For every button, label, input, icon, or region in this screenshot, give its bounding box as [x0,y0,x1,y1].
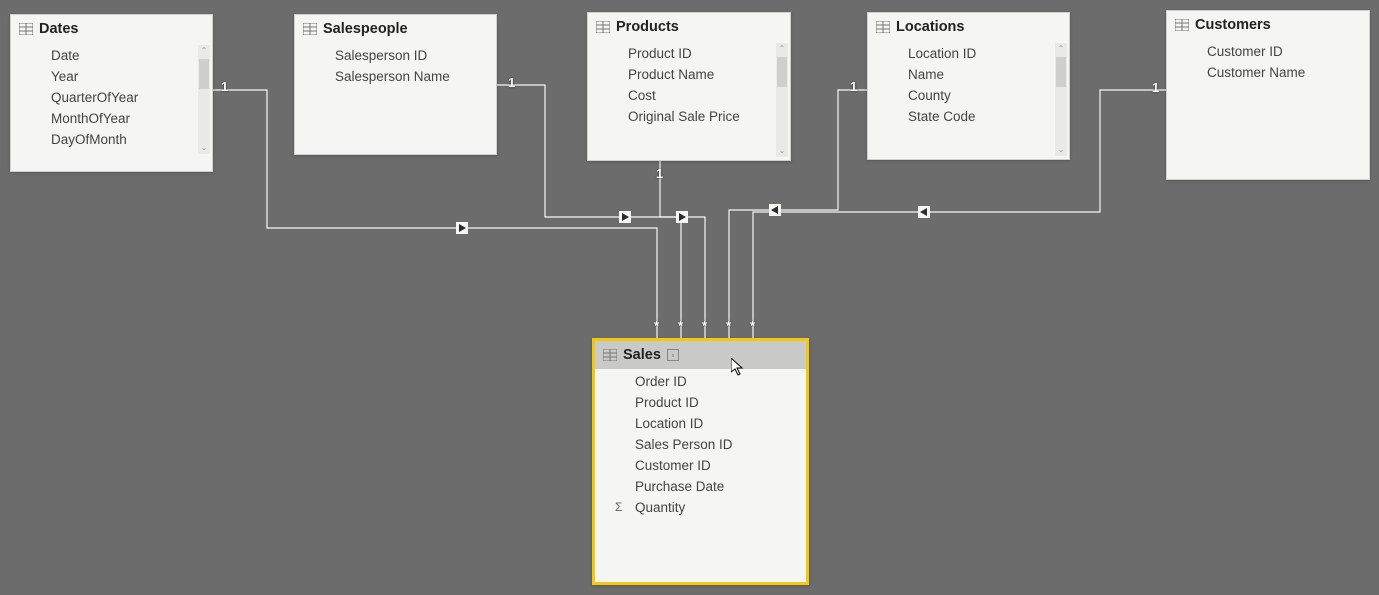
scroll-up-icon[interactable]: ⌃ [776,43,788,55]
table-customers[interactable]: Customers Customer ID Customer Name [1166,10,1370,180]
field[interactable]: Customer Name [1167,62,1369,83]
field[interactable]: Customer ID [595,455,806,476]
scrollbar[interactable]: ⌃ ⌄ [776,43,788,157]
field[interactable]: Year [11,66,212,87]
mouse-cursor-icon [731,358,747,378]
table-body-customers: Customer ID Customer Name [1167,39,1369,89]
table-icon [876,21,890,33]
field[interactable]: Location ID [868,43,1069,64]
cardinality-many-1: * [654,318,659,333]
cardinality-one-dates: 1 [221,79,228,94]
table-title: Sales [623,347,661,363]
scroll-down-icon[interactable]: ⌄ [1055,144,1067,156]
field[interactable]: Original Sale Price [588,106,790,127]
table-dates[interactable]: Dates Date Year QuarterOfYear MonthOfYea… [10,14,213,172]
scroll-thumb[interactable] [1056,57,1066,87]
table-salespeople[interactable]: Salespeople Salesperson ID Salesperson N… [294,14,497,155]
sigma-icon: Σ [615,500,622,514]
table-icon [603,349,617,361]
table-header-locations[interactable]: Locations [868,13,1069,41]
field[interactable]: DayOfMonth [11,129,212,150]
field[interactable]: Purchase Date [595,476,806,497]
cardinality-many-3: * [702,318,707,333]
field[interactable]: Salesperson ID [295,45,496,66]
table-body-salespeople: Salesperson ID Salesperson Name [295,43,496,93]
table-icon [19,23,33,35]
table-body-sales: Order ID Product ID Location ID Sales Pe… [595,369,806,524]
table-title: Dates [39,21,79,37]
table-title: Customers [1195,17,1271,33]
cardinality-one-salespeople: 1 [508,75,515,90]
field[interactable]: County [868,85,1069,106]
table-title: Locations [896,19,964,35]
collapse-icon[interactable]: ▫ [667,349,679,361]
table-products[interactable]: Products Product ID Product Name Cost Or… [587,12,791,161]
table-body-locations: Location ID Name County State Code ⌃ ⌄ [868,41,1069,158]
table-body-dates: Date Year QuarterOfYear MonthOfYear DayO… [11,43,212,156]
field-aggregate[interactable]: Σ Quantity [595,497,806,518]
field[interactable]: Cost [588,85,790,106]
table-sales[interactable]: Sales ▫ Order ID Product ID Location ID … [592,338,809,585]
scroll-thumb[interactable] [777,57,787,87]
field[interactable]: Sales Person ID [595,434,806,455]
cardinality-many-4: * [726,318,731,333]
table-header-salespeople[interactable]: Salespeople [295,15,496,43]
scroll-up-icon[interactable]: ⌃ [198,45,210,57]
scroll-down-icon[interactable]: ⌄ [198,142,210,154]
field-label: Quantity [635,500,685,515]
scrollbar[interactable]: ⌃ ⌄ [1055,43,1067,156]
table-icon [1175,19,1189,31]
field[interactable]: Product Name [588,64,790,85]
field[interactable]: Customer ID [1167,41,1369,62]
table-body-products: Product ID Product Name Cost Original Sa… [588,41,790,159]
field[interactable]: State Code [868,106,1069,127]
field[interactable]: Date [11,45,212,66]
table-header-sales[interactable]: Sales ▫ [595,341,806,369]
field[interactable]: Name [868,64,1069,85]
table-title: Salespeople [323,21,408,37]
scroll-thumb[interactable] [199,59,209,89]
cardinality-many-5: * [750,318,755,333]
table-icon [303,23,317,35]
scrollbar[interactable]: ⌃ ⌄ [198,45,210,154]
table-title: Products [616,19,679,35]
field[interactable]: MonthOfYear [11,108,212,129]
table-header-products[interactable]: Products [588,13,790,41]
table-header-dates[interactable]: Dates [11,15,212,43]
cardinality-one-customers: 1 [1152,80,1159,95]
table-header-customers[interactable]: Customers [1167,11,1369,39]
table-locations[interactable]: Locations Location ID Name County State … [867,12,1070,160]
field[interactable]: Order ID [595,371,806,392]
cardinality-one-products: 1 [656,166,663,181]
cardinality-one-locations: 1 [850,79,857,94]
field[interactable]: Product ID [595,392,806,413]
field[interactable]: Product ID [588,43,790,64]
scroll-up-icon[interactable]: ⌃ [1055,43,1067,55]
cardinality-many-2: * [678,318,683,333]
field[interactable]: QuarterOfYear [11,87,212,108]
field[interactable]: Location ID [595,413,806,434]
field[interactable]: Salesperson Name [295,66,496,87]
scroll-down-icon[interactable]: ⌄ [776,145,788,157]
table-icon [596,21,610,33]
